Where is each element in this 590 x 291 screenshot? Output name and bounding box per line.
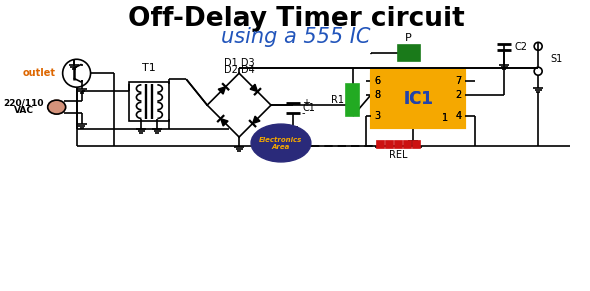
Polygon shape [48, 102, 55, 112]
Bar [346, 84, 359, 116]
Bar [398, 45, 419, 61]
Bar [366, 55, 470, 72]
Text: 8: 8 [375, 90, 381, 100]
Text: 7: 7 [455, 76, 461, 86]
Text: T1: T1 [143, 63, 156, 73]
Text: D1 D3: D1 D3 [224, 58, 254, 68]
Text: 8: 8 [375, 90, 381, 100]
Bar [402, 140, 411, 148]
Text: P: P [405, 33, 412, 43]
Text: IC1: IC1 [403, 90, 433, 108]
Polygon shape [221, 119, 228, 126]
Text: REL: REL [389, 150, 407, 160]
Bar [371, 70, 466, 128]
Bar [371, 70, 466, 128]
Text: S1: S1 [550, 54, 562, 64]
Text: C2: C2 [514, 42, 527, 52]
Polygon shape [218, 87, 225, 94]
Bar [394, 140, 402, 148]
Text: 3: 3 [375, 111, 381, 121]
Text: VAC: VAC [14, 106, 34, 115]
Text: C1: C1 [303, 103, 316, 113]
Text: using a 555 IC: using a 555 IC [221, 27, 371, 47]
Bar [376, 140, 384, 148]
Text: -: - [302, 108, 306, 118]
Bar [412, 140, 419, 148]
Polygon shape [253, 116, 260, 124]
Text: 2: 2 [455, 90, 461, 100]
Text: 220/110: 220/110 [4, 99, 44, 108]
Ellipse shape [251, 124, 311, 162]
Polygon shape [250, 84, 257, 92]
Text: 4: 4 [455, 111, 461, 121]
Text: IC1: IC1 [403, 90, 433, 108]
Text: Electronics: Electronics [260, 137, 303, 143]
Text: Area: Area [272, 144, 290, 150]
Text: 7: 7 [455, 76, 461, 86]
Text: outlet: outlet [22, 68, 55, 78]
Text: D2 D4: D2 D4 [224, 65, 254, 75]
Text: 6: 6 [375, 76, 381, 86]
Text: R1: R1 [332, 95, 345, 105]
Text: 2: 2 [455, 90, 461, 100]
Text: 4: 4 [455, 111, 461, 121]
Text: +: + [302, 98, 310, 108]
Text: 6: 6 [375, 76, 381, 86]
Bar [129, 82, 169, 121]
Text: 3: 3 [375, 111, 381, 121]
Text: 1: 1 [442, 113, 448, 123]
Ellipse shape [48, 100, 65, 114]
Text: 1: 1 [442, 113, 448, 123]
Text: Off-Delay Timer circuit: Off-Delay Timer circuit [127, 6, 464, 32]
Bar [385, 140, 392, 148]
